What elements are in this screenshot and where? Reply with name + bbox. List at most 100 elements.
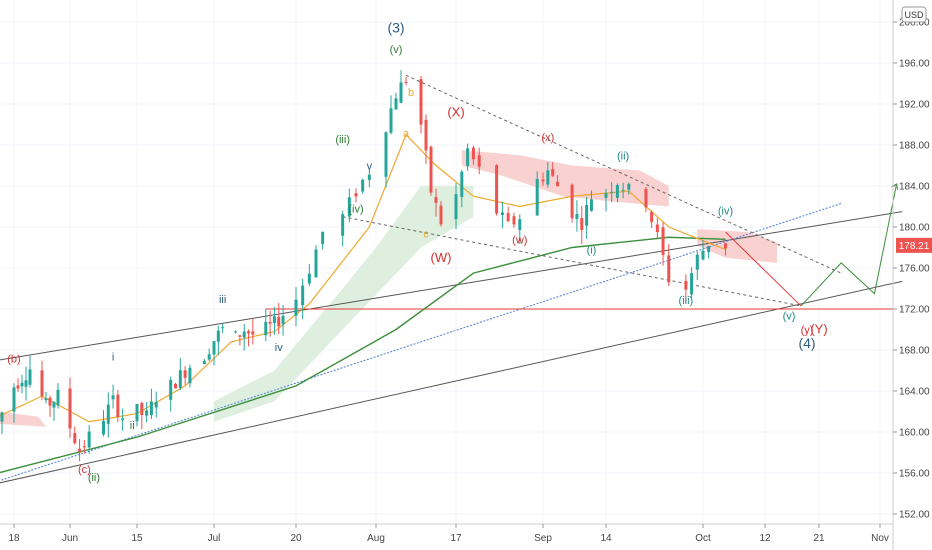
candle-body <box>207 354 211 360</box>
candle-body <box>73 432 77 444</box>
candle-body <box>314 249 318 278</box>
currency-label: USD <box>904 10 924 20</box>
wave-label: (iv) <box>348 204 363 216</box>
candle-body <box>419 79 423 125</box>
cloud-red-early <box>0 411 46 427</box>
wave-label: (iii) <box>679 295 694 307</box>
wave-label: (w) <box>512 234 527 246</box>
candle-body <box>116 394 120 417</box>
wave-label: (c) <box>78 464 91 476</box>
candle-body <box>585 204 589 226</box>
cloud-red-future <box>697 229 777 263</box>
candle-body <box>546 170 550 185</box>
wave-label: (x) <box>541 132 554 144</box>
y-tick-label: 188.00 <box>899 141 930 152</box>
candle-body <box>106 404 110 424</box>
currency-badge[interactable]: USD <box>901 6 927 23</box>
candle-body <box>183 370 187 378</box>
candle-body <box>384 132 388 177</box>
candlesticks[interactable] <box>0 70 728 462</box>
y-tick-label: 196.00 <box>899 59 930 70</box>
candle-body <box>650 211 654 223</box>
x-tick-label: Sep <box>534 533 552 544</box>
wave-label: (i) <box>587 245 597 257</box>
candle-body <box>0 412 4 422</box>
candle-body <box>281 315 285 325</box>
candle-body <box>589 199 593 211</box>
wave-label: (ii) <box>617 150 629 162</box>
candle-body <box>354 193 358 197</box>
wave-label: ii <box>130 420 135 432</box>
candle-body <box>341 214 345 236</box>
y-tick-label: 180.00 <box>899 223 930 234</box>
candle-body <box>16 385 20 389</box>
candle-body <box>580 218 584 231</box>
y-tick-label: 164.00 <box>899 387 930 398</box>
candle-body <box>701 250 705 260</box>
wave-label: (iv) <box>718 206 733 218</box>
candle-body <box>627 183 631 190</box>
candle-body <box>242 331 246 338</box>
candle-body <box>44 398 48 401</box>
candle-body <box>111 395 115 400</box>
x-tick-label: Nov <box>871 533 889 544</box>
x-tick-label: Oct <box>695 533 711 544</box>
x-tick-label: 21 <box>813 533 825 544</box>
candle-body <box>268 321 272 324</box>
candle-body <box>20 382 24 387</box>
candle-body <box>535 179 539 216</box>
candle-body <box>294 299 298 316</box>
x-tick-label: 15 <box>131 533 143 544</box>
wave-label: (v) <box>390 44 403 56</box>
x-tick-label: 17 <box>450 533 462 544</box>
x-tick-label: Jul <box>208 533 221 544</box>
candle-body <box>394 98 398 110</box>
last-price-value: 178.21 <box>899 241 930 252</box>
candle-body <box>518 219 522 230</box>
wave-label: (Y) <box>810 322 827 337</box>
wave-label: b <box>408 87 414 99</box>
candle-body <box>178 370 182 388</box>
candle-body <box>102 420 105 435</box>
candle-body <box>690 273 694 295</box>
candle-body <box>644 189 648 208</box>
candle-body <box>570 184 574 219</box>
candle-body <box>251 331 255 335</box>
candle-body <box>264 321 268 336</box>
wave-label: (iii) <box>335 134 350 146</box>
wave-label: (3) <box>387 19 404 35</box>
candle-body <box>695 254 699 270</box>
candle-body <box>655 224 659 233</box>
candle-body <box>68 388 72 429</box>
candle-body <box>506 213 510 222</box>
time-axis[interactable]: 18 Jun 15 Jul 20 Aug 17 Sep 14 Oct 12 21 Nov <box>0 523 893 544</box>
candle-body <box>277 317 281 327</box>
price-axis[interactable]: 152.00 156.00 160.00 164.00 168.00 172.00 176.… <box>892 0 930 550</box>
candle-body <box>604 193 608 198</box>
wave-label: (4) <box>798 335 815 351</box>
candle-body <box>149 401 153 416</box>
candle-body <box>28 369 32 385</box>
blue-trend-line <box>0 202 842 482</box>
y-tick-label: 176.00 <box>899 264 930 275</box>
candle-body <box>466 148 470 167</box>
wave-label: (y) <box>801 325 814 337</box>
candle-body <box>78 448 82 452</box>
candle-body <box>367 174 371 180</box>
x-tick-label: 12 <box>759 533 771 544</box>
x-tick-label: Jun <box>62 533 78 544</box>
candle-body <box>454 194 458 220</box>
grid <box>0 0 893 524</box>
x-tick-label: 14 <box>600 533 612 544</box>
candle-body <box>610 191 614 193</box>
candle-body <box>48 397 52 406</box>
candle-body <box>321 231 325 244</box>
candle-body <box>145 410 149 416</box>
y-tick-label: 200.00 <box>899 18 930 29</box>
candle-body <box>52 402 56 408</box>
candle-body <box>460 171 464 198</box>
candle-body <box>512 216 516 225</box>
candle-body <box>238 335 242 337</box>
